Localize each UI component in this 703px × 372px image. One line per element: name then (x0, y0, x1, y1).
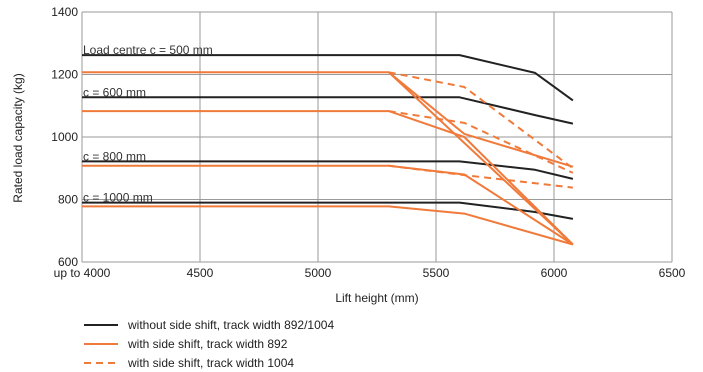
y-tick-label: 800 (58, 193, 78, 207)
y-tick-label: 1000 (51, 130, 78, 144)
load-centre-label: Load centre c = 500 mm (83, 43, 213, 57)
series-line-no-side-shift (82, 96, 574, 125)
chart-series (82, 54, 574, 246)
chart-ticks: up to 4000 4500 5000 5500 6000 6500 600 800 1000… (51, 5, 685, 280)
y-tick-label: 600 (58, 255, 78, 269)
series-line-side-shift-1004 (388, 164, 574, 189)
x-tick-label: 4500 (187, 266, 214, 280)
load-centre-label: c = 1000 mm (83, 191, 153, 205)
y-tick-label: 1200 (51, 68, 78, 82)
x-axis-title: Lift height (mm) (335, 291, 418, 305)
load-centre-label: c = 600 mm (83, 85, 146, 99)
x-tick-label: 6500 (659, 266, 686, 280)
series-line-side-shift-1004 (388, 110, 574, 174)
x-tick-label: 6000 (541, 266, 568, 280)
legend-label-no-side-shift: without side shift, track width 892/1004 (127, 318, 334, 332)
x-tick-label: up to 4000 (54, 266, 111, 280)
series-line-no-side-shift (82, 201, 574, 220)
y-tick-label: 1400 (51, 5, 78, 19)
legend-label-side-shift-1004: with side shift, track width 1004 (127, 356, 294, 370)
series-line-side-shift-892 (388, 71, 574, 168)
series-line-side-shift-892 (82, 110, 574, 246)
legend-label-side-shift-892: with side shift, track width 892 (127, 337, 288, 351)
x-tick-label: 5000 (305, 266, 332, 280)
series-line-no-side-shift (82, 54, 574, 102)
series-line-side-shift-1004 (388, 71, 574, 170)
series-line-side-shift-892 (82, 205, 574, 246)
y-axis-title: Rated load capacity (kg) (11, 73, 25, 202)
chart-grid (81, 11, 673, 263)
series-line-side-shift-892 (82, 164, 574, 246)
chart-legend: without side shift, track width 892/1004… (84, 318, 334, 370)
chart-annotations: Load centre c = 500 mm c = 600 mm c = 800 … (83, 43, 213, 205)
load-centre-label: c = 800 mm (83, 149, 146, 163)
series-line-no-side-shift (82, 160, 574, 180)
x-tick-label: 5500 (423, 266, 450, 280)
